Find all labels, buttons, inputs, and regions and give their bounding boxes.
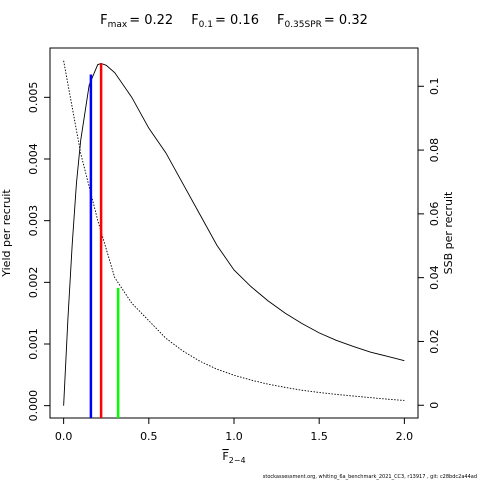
x-tick-label: 1.0 [225,430,243,443]
y2-tick-label: 0.08 [428,138,441,163]
y-tick-label: 0.001 [27,328,40,360]
title-value: = 0.16 [215,13,259,28]
x-label-symbol: F [222,450,228,463]
footnote: stockassessment.org, whiting_6a_benchmar… [263,474,477,480]
title-subscript: 0.35SPR [284,20,321,30]
chart-title: Fmax = 0.22 F0.1 = 0.16 F0.35SPR = 0.32 [100,13,368,30]
y2-axis-label: SSB per recruit [442,191,455,274]
y2-tick-label: 0.02 [428,329,441,354]
title-subscript: max [108,20,128,30]
x-tick-label: 0.0 [55,430,73,443]
curve [63,60,405,401]
title-symbol: F [191,13,198,28]
x-label-subscript: 2−4 [229,456,246,465]
x-tick-label: 0.5 [140,430,158,443]
y2-tick-label: 0.06 [428,202,441,227]
y2-tick-label: 0.1 [428,78,441,96]
y-tick-label: 0.000 [27,390,40,422]
title-subscript: 0.1 [199,20,213,30]
x-tick-label: 2.0 [396,430,414,443]
x-tick-label: 1.5 [310,430,328,443]
y-tick-label: 0.002 [27,267,40,299]
y-tick-label: 0.004 [27,143,40,175]
y-axis-label: Yield per recruit [0,189,13,278]
title-value: = 0.22 [129,13,173,28]
title-symbol: F [100,13,107,28]
y-tick-label: 0.005 [27,82,40,114]
title-symbol: F [277,13,284,28]
x-axis-label: F2−4 [222,450,245,465]
y2-tick-label: 0 [428,402,441,409]
curve [63,62,405,406]
y-tick-label: 0.003 [27,205,40,237]
title-value: = 0.32 [324,13,368,28]
plot-frame [49,47,419,419]
y2-tick-label: 0.04 [428,265,441,290]
